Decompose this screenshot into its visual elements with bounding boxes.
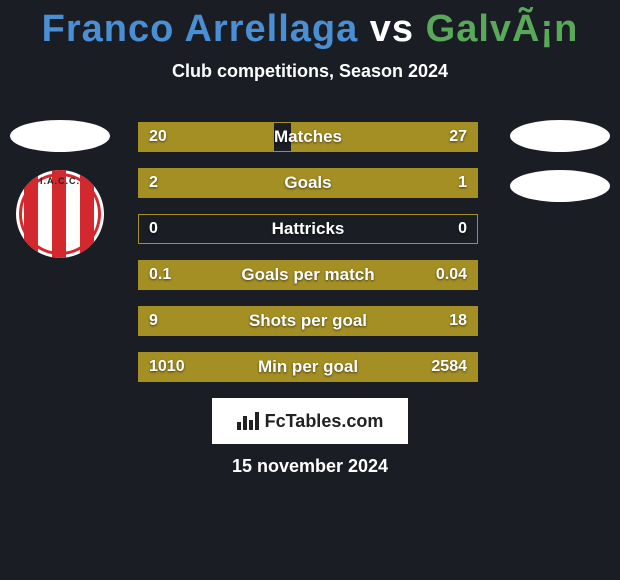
stat-value-left: 1010 (149, 358, 185, 376)
stat-row: Min per goal1010 2584 (138, 352, 478, 382)
player2-name: GalvÃ¡n (426, 8, 579, 50)
stat-value-right: 0.04 (436, 266, 467, 284)
stat-label: Min per goal (139, 357, 477, 377)
brand-text: FcTables.com (265, 411, 384, 432)
club-logo-text: I.A.C.C. (16, 176, 104, 186)
stat-value-left: 2 (149, 174, 158, 192)
stat-row: Matches20 27 (138, 122, 478, 152)
stat-value-right: 1 (458, 174, 467, 192)
stat-value-left: 20 (149, 128, 167, 146)
stat-row: Goals per match0.1 0.04 (138, 260, 478, 290)
vs-text: vs (370, 8, 414, 50)
left-player-column: I.A.C.C. (5, 120, 115, 258)
stat-value-right: 0 (458, 220, 467, 238)
subtitle: Club competitions, Season 2024 (0, 61, 620, 82)
stat-row: Goals2 1 (138, 168, 478, 198)
stat-label: Goals per match (139, 265, 477, 285)
date-text: 15 november 2024 (0, 456, 620, 477)
player1-name: Franco Arrellaga (42, 8, 359, 50)
stat-value-right: 18 (449, 312, 467, 330)
stat-row: Hattricks0 0 (138, 214, 478, 244)
stat-value-left: 9 (149, 312, 158, 330)
brand-badge: FcTables.com (212, 398, 408, 444)
comparison-bars: Matches20 27 Goals2 1 Hattricks0 0 Goals per m… (138, 122, 478, 398)
stat-label: Matches (139, 127, 477, 147)
stat-label: Shots per goal (139, 311, 477, 331)
player1-avatar-placeholder (10, 120, 110, 152)
chart-icon (237, 412, 259, 430)
stat-row: Shots per goal9 18 (138, 306, 478, 336)
stat-value-left: 0 (149, 220, 158, 238)
stat-value-right: 27 (449, 128, 467, 146)
stat-value-left: 0.1 (149, 266, 171, 284)
stat-label: Goals (139, 173, 477, 193)
player2-club-placeholder (510, 170, 610, 202)
comparison-title: Franco Arrellaga vs GalvÃ¡n (0, 0, 620, 51)
right-player-column (505, 120, 615, 220)
player1-club-logo: I.A.C.C. (16, 170, 104, 258)
stat-value-right: 2584 (431, 358, 467, 376)
player2-avatar-placeholder (510, 120, 610, 152)
stat-label: Hattricks (139, 219, 477, 239)
